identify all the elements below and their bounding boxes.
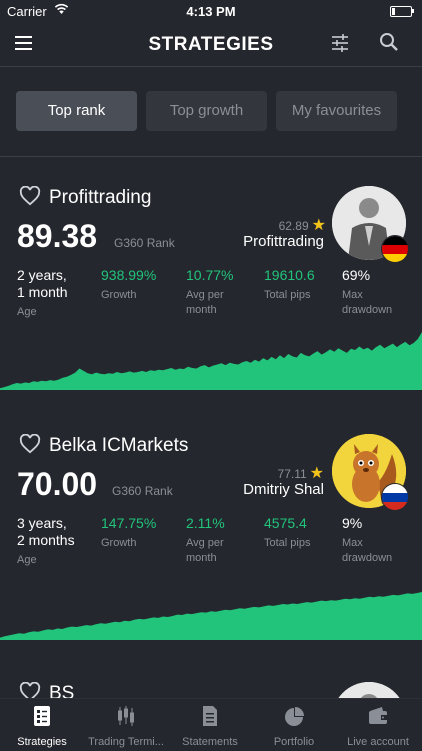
divider xyxy=(0,156,422,157)
growth-label: Growth xyxy=(101,537,137,549)
candlestick-icon xyxy=(118,706,134,726)
sparkline-area xyxy=(0,592,422,640)
strategies-icon xyxy=(34,706,50,726)
rank-label: G360 Rank xyxy=(114,236,175,250)
max-drawdown-label: Max xyxy=(342,537,363,549)
author-rating: 77.11 ★ xyxy=(277,465,324,482)
nav-label: Portfolio xyxy=(273,736,315,748)
age-value-line2: 2 months xyxy=(17,532,75,548)
bottom-tab-bar: Strategies Trading Termi... Statements P… xyxy=(0,698,422,751)
tab-top-rank[interactable]: Top rank xyxy=(16,91,137,131)
strategy-card[interactable]: Profittrading 89.38 G360 Rank 62.89 ★ Pro… xyxy=(0,180,422,392)
growth-label: Growth xyxy=(101,289,137,301)
max-drawdown-label-line2: drawdown xyxy=(342,304,393,316)
avg-month-label: Avg per xyxy=(186,289,224,301)
strategy-card[interactable]: Belka ICMarkets 70.00 G360 Rank 77.11 ★ D… xyxy=(0,428,422,640)
avg-month-label: Avg per xyxy=(186,537,224,549)
avg-month-label-line2: month xyxy=(186,304,217,316)
strategy-card[interactable]: BS xyxy=(0,676,422,698)
total-pips-value: 4575.4 xyxy=(264,515,307,531)
avg-month-value: 10.77% xyxy=(186,267,234,283)
filter-sliders-icon[interactable] xyxy=(331,33,349,53)
status-bar: Carrier 4:13 PM xyxy=(0,0,422,22)
battery-tip xyxy=(412,9,414,13)
wifi-icon xyxy=(54,3,69,14)
strategy-name: Belka ICMarkets xyxy=(49,435,189,456)
age-value-line2: 1 month xyxy=(17,284,68,300)
menu-icon[interactable] xyxy=(15,36,32,50)
germany-flag-icon xyxy=(381,235,409,263)
author-name: Dmitriy Shal xyxy=(243,481,324,498)
max-drawdown-label-line2: drawdown xyxy=(342,552,393,564)
nav-label: Strategies xyxy=(17,736,67,748)
author-avatar[interactable] xyxy=(332,682,406,698)
document-icon xyxy=(203,706,217,726)
growth-sparkline xyxy=(0,332,422,390)
age-label: Age xyxy=(17,554,37,566)
strategy-name: Profittrading xyxy=(49,187,152,208)
growth-sparkline xyxy=(0,592,422,640)
carrier-label: Carrier xyxy=(7,4,47,19)
total-pips-value: 19610.6 xyxy=(264,267,315,283)
author-name: Profittrading xyxy=(243,233,324,250)
avg-month-value: 2.11% xyxy=(186,515,225,531)
nav-statements[interactable]: Statements xyxy=(168,699,252,751)
page-title: STRATEGIES xyxy=(148,34,274,55)
favourite-heart-icon[interactable] xyxy=(19,434,41,454)
nav-label: Trading Termi... xyxy=(88,736,164,748)
age-value: 3 years, xyxy=(17,515,67,531)
nav-strategies[interactable]: Strategies xyxy=(0,699,84,751)
app-header: STRATEGIES xyxy=(0,22,422,67)
growth-value: 147.75% xyxy=(101,515,157,531)
wallet-icon xyxy=(369,707,387,724)
max-drawdown-label: Max xyxy=(342,289,363,301)
tab-my-favourites[interactable]: My favourites xyxy=(276,91,397,131)
tab-top-growth[interactable]: Top growth xyxy=(146,91,267,131)
author-rating: 62.89 ★ xyxy=(278,217,326,234)
max-drawdown-value: 69% xyxy=(342,267,371,283)
star-icon: ★ xyxy=(309,465,324,482)
age-value: 2 years, xyxy=(17,267,67,283)
total-pips-label: Total pips xyxy=(264,289,311,301)
strategy-name: BS xyxy=(49,683,75,698)
search-icon[interactable] xyxy=(379,32,399,52)
nav-label: Live account xyxy=(347,736,409,748)
growth-value: 938.99% xyxy=(101,267,157,283)
russia-flag-icon xyxy=(381,483,409,511)
nav-live-account[interactable]: Live account xyxy=(336,699,420,751)
author-avatar[interactable] xyxy=(332,186,406,260)
favourite-heart-icon[interactable] xyxy=(19,682,41,698)
max-drawdown-value: 9% xyxy=(342,515,363,531)
star-icon: ★ xyxy=(311,217,326,234)
strategy-score: 89.38 xyxy=(17,218,98,254)
pie-chart-icon xyxy=(285,707,304,726)
nav-portfolio[interactable]: Portfolio xyxy=(252,699,336,751)
clock: 4:13 PM xyxy=(186,4,236,19)
avg-month-label-line2: month xyxy=(186,552,217,564)
sparkline-area xyxy=(0,332,422,390)
age-label: Age xyxy=(17,306,37,318)
battery-icon xyxy=(390,6,412,17)
nav-trading-terminal[interactable]: Trading Termi... xyxy=(84,699,168,751)
favourite-heart-icon[interactable] xyxy=(19,186,41,206)
rank-label: G360 Rank xyxy=(112,484,173,498)
nav-label: Statements xyxy=(182,736,238,748)
strategy-score: 70.00 xyxy=(17,466,98,502)
total-pips-label: Total pips xyxy=(264,537,311,549)
